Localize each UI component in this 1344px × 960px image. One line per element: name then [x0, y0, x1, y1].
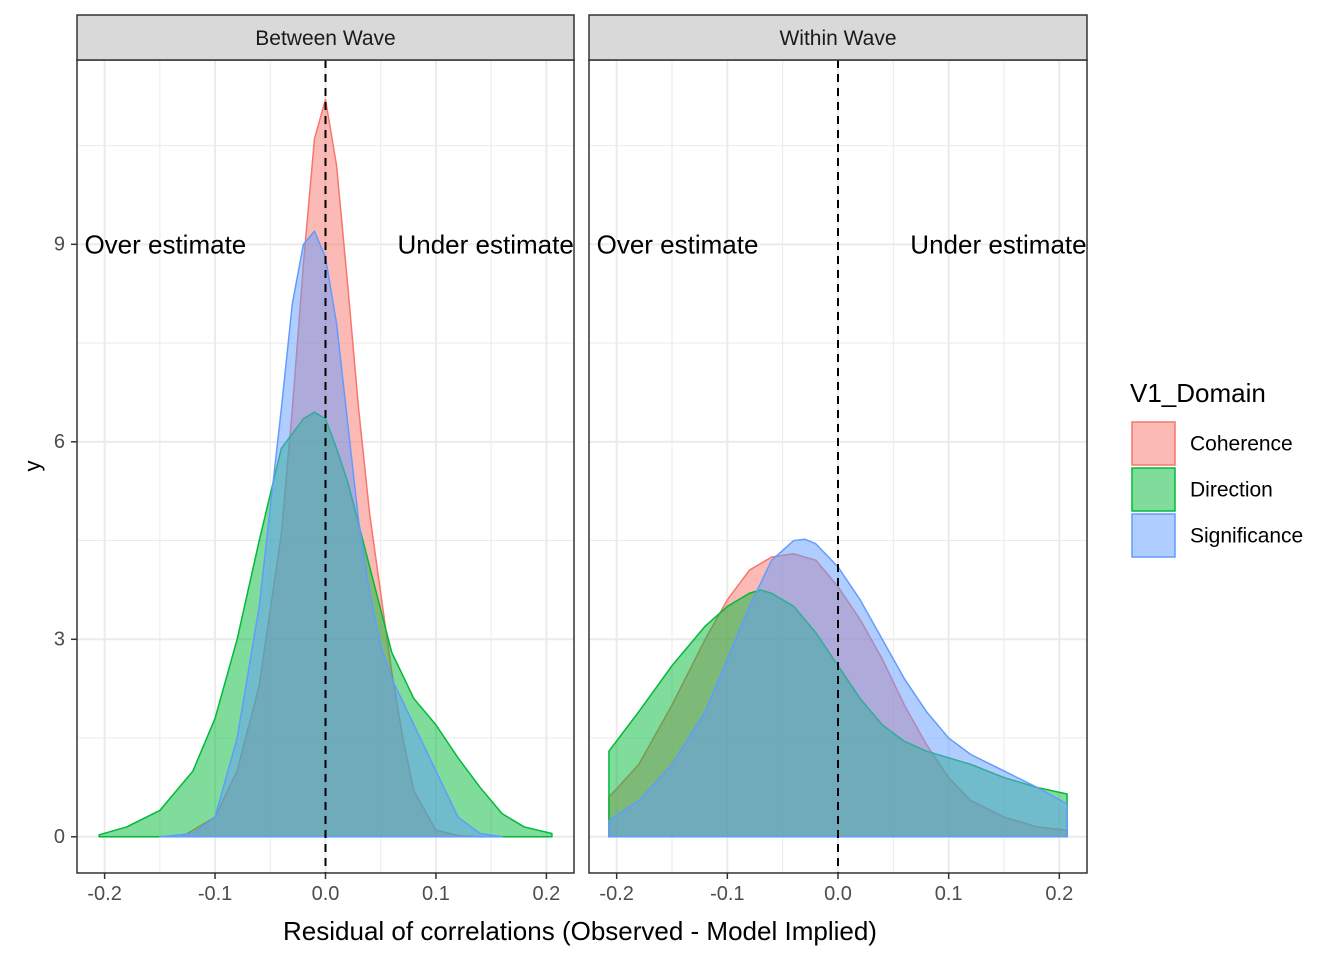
- facet-strip-label: Between Wave: [255, 27, 395, 50]
- x-tick-label: 0.2: [1045, 883, 1073, 905]
- x-tick-label: -0.1: [710, 883, 744, 905]
- legend-title: V1_Domain: [1130, 378, 1266, 408]
- y-tick-label: 9: [54, 233, 65, 255]
- facet-strip: [588, 14, 1088, 61]
- annotations: Over estimate Under estimate: [597, 229, 1087, 259]
- legend-item-direction: Direction: [1131, 467, 1273, 512]
- x-tick-label: -0.2: [599, 883, 633, 905]
- x-tick-label: 0.0: [824, 883, 852, 905]
- y-tick-label: 6: [54, 431, 65, 453]
- annotations: Over estimate Under estimate: [84, 229, 573, 259]
- x-axis-title: Residual of correlations (Observed - Mod…: [283, 916, 877, 946]
- x-tick-label: 0.0: [312, 883, 340, 905]
- legend-item-coherence: Coherence: [1131, 421, 1293, 466]
- legend-swatch: [1131, 421, 1176, 466]
- y-tick-label: 0: [54, 826, 65, 848]
- x-tick-label: 0.2: [532, 883, 560, 905]
- legend-label: Significance: [1190, 525, 1303, 548]
- density-significance: [159, 230, 503, 838]
- annotation-over-estimate: Over estimate: [597, 229, 759, 259]
- annotation-over-estimate: Over estimate: [84, 229, 246, 259]
- annotation-under-estimate: Under estimate: [910, 229, 1086, 259]
- facet-panels: Over estimate Under estimate Between Wave -…: [54, 14, 1088, 905]
- x-tick-label: -0.1: [198, 883, 232, 905]
- y-tick-label: 3: [54, 628, 65, 650]
- legend: V1_Domain Coherence Direction Significance: [1130, 378, 1303, 558]
- facet-strip-label: Within Wave: [779, 27, 896, 50]
- x-tick-label: 0.1: [935, 883, 963, 905]
- legend-item-significance: Significance: [1131, 513, 1303, 558]
- legend-label: Direction: [1190, 479, 1273, 502]
- panel-1: Over estimate Under estimate Between Wave -…: [54, 14, 575, 905]
- legend-swatch: [1131, 467, 1176, 512]
- x-tick-label: -0.2: [87, 883, 121, 905]
- legend-swatch: [1131, 513, 1176, 558]
- panel-2: Over estimate Under estimate Within Wave -0…: [588, 14, 1088, 905]
- x-tick-label: 0.1: [422, 883, 450, 905]
- annotation-under-estimate: Under estimate: [397, 229, 573, 259]
- legend-label: Coherence: [1190, 433, 1293, 456]
- facet-strip: [76, 14, 575, 61]
- y-axis-title: y: [20, 461, 45, 472]
